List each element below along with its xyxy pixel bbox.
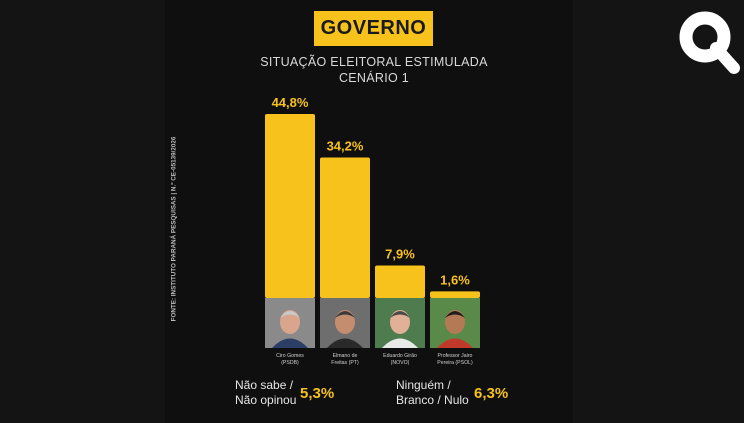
candidate-face bbox=[335, 310, 355, 334]
data-label: 34,2% bbox=[327, 139, 364, 154]
candidate-shirt bbox=[437, 338, 473, 348]
note-line: Não sabe / bbox=[235, 378, 294, 392]
note-label-ninguem: Ninguém / Branco / Nulo bbox=[396, 378, 469, 408]
candidate-face bbox=[280, 310, 300, 334]
candidate-face bbox=[390, 310, 410, 334]
data-label: 1,6% bbox=[440, 272, 470, 287]
candidate-party: Freitas (PT) bbox=[331, 360, 359, 366]
candidate-shirt bbox=[382, 338, 418, 348]
bar bbox=[320, 157, 370, 298]
q-logo-icon bbox=[679, 11, 740, 74]
title-badge: GOVERNO bbox=[314, 11, 433, 46]
note-value-ninguem: 6,3% bbox=[474, 385, 509, 402]
subtitle: SITUAÇÃO ELEITORAL ESTIMULADA bbox=[260, 55, 488, 69]
bar bbox=[430, 291, 480, 298]
data-label: 7,9% bbox=[385, 247, 415, 262]
candidate-face bbox=[445, 310, 465, 334]
scenario-label: CENÁRIO 1 bbox=[338, 71, 410, 85]
note-value-nao-sabe: 5,3% bbox=[300, 385, 335, 402]
candidate-hair bbox=[280, 311, 300, 318]
bar bbox=[265, 114, 315, 298]
candidate-shirt bbox=[327, 338, 363, 348]
note-line: Branco / Nulo bbox=[396, 393, 469, 407]
data-label: 44,8% bbox=[272, 95, 309, 110]
candidate-hair bbox=[335, 311, 355, 318]
candidate-shirt bbox=[272, 338, 308, 348]
candidate-hair bbox=[390, 311, 410, 318]
candidate-party: (NOVO) bbox=[391, 360, 410, 366]
candidate-name: Eduardo Girão bbox=[383, 353, 417, 359]
candidate-name: Elmano de bbox=[333, 353, 358, 359]
candidate-name: Ciro Gomes bbox=[276, 353, 304, 359]
note-label-nao-sabe: Não sabe / Não opinou bbox=[235, 378, 296, 408]
note-line: Não opinou bbox=[235, 393, 297, 407]
bar bbox=[375, 265, 425, 298]
candidate-party: Pereira (PSOL) bbox=[437, 360, 473, 366]
candidate-name: Professor Jairo bbox=[438, 353, 473, 359]
candidate-party: (PSDB) bbox=[281, 360, 299, 366]
note-line: Ninguém / bbox=[396, 378, 451, 392]
candidate-hair bbox=[445, 311, 465, 318]
